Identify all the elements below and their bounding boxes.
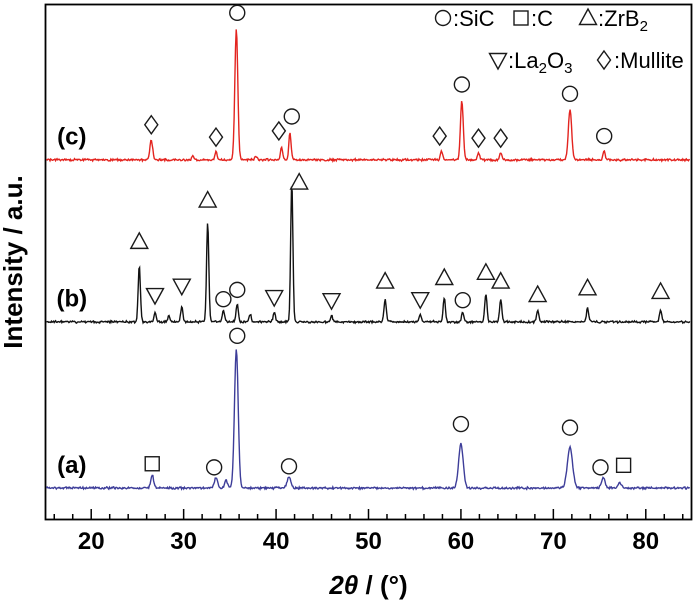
triangle-up-icon: [197, 190, 218, 208]
legend-label: :La2O3: [508, 48, 572, 77]
circle-icon: [229, 4, 246, 21]
circle-icon: [215, 290, 232, 308]
series-label-c: (c): [57, 124, 86, 151]
circle-icon: [453, 76, 471, 93]
legend-item-SiC: :SiC: [434, 6, 495, 31]
series-a-markers: [144, 327, 632, 476]
x-tick-label: 80: [632, 528, 659, 555]
x-tick-label: 70: [540, 528, 567, 555]
triangle-down-icon: [410, 291, 430, 310]
series-b-markers: [129, 172, 671, 311]
square-icon: [144, 456, 160, 472]
circle-icon: [595, 127, 613, 145]
series-c-curve: [45, 29, 691, 163]
circle-icon: [452, 415, 470, 433]
circle-icon: [454, 291, 471, 309]
triangle-up-icon: [490, 271, 511, 289]
triangle-down-icon: [172, 278, 192, 297]
triangle-down-icon: [264, 289, 284, 308]
circle-icon: [205, 459, 223, 476]
triangle-up-icon: [375, 271, 395, 289]
legend-label: :SiC: [453, 6, 495, 31]
diamond-icon: [471, 127, 486, 149]
triangle-up-icon: [129, 231, 149, 250]
legend-label: :ZrB2: [598, 6, 648, 35]
legend-label: :Mullite: [614, 48, 684, 73]
triangle-up-icon: [434, 267, 454, 286]
triangle-up-icon: [476, 262, 496, 281]
circle-icon: [592, 459, 609, 476]
y-axis-title: Intensity / a.u.: [0, 175, 28, 348]
triangle-down-icon: [488, 52, 508, 71]
x-tick-label: 40: [263, 528, 290, 555]
triangle-up-icon: [289, 172, 309, 190]
circle-icon: [283, 108, 300, 125]
legend-item-La2O3: :La2O3: [488, 48, 572, 77]
series-label-a: (a): [57, 452, 86, 479]
square-icon: [615, 457, 632, 474]
circle-icon: [280, 458, 298, 475]
triangle-up-icon: [527, 284, 548, 303]
series-c-markers: [143, 4, 613, 149]
series-a-curve: [45, 349, 690, 491]
square-icon: [513, 10, 529, 26]
diamond-icon: [208, 126, 224, 148]
circle-icon: [434, 9, 452, 27]
legend-label: :C: [531, 6, 553, 31]
diamond-icon: [493, 127, 509, 149]
circle-icon: [229, 281, 246, 299]
x-tick-label: 20: [78, 528, 105, 555]
triangle-down-icon: [321, 292, 342, 311]
x-tick-label: 50: [355, 528, 382, 555]
triangle-up-icon: [650, 281, 671, 300]
series-b-curve: [46, 186, 691, 325]
diamond-icon: [596, 49, 612, 71]
x-tick-label: 30: [170, 528, 197, 555]
triangle-down-icon: [145, 287, 165, 306]
legend-item-ZrB2: :ZrB2: [578, 6, 648, 35]
x-axis-ticks: [53, 509, 684, 519]
diamond-icon: [271, 120, 287, 142]
triangle-up-icon: [577, 277, 598, 296]
circle-icon: [229, 327, 246, 344]
circle-icon: [561, 419, 579, 436]
plot-frame: [44, 3, 693, 521]
legend-item-C: :C: [513, 6, 553, 31]
triangle-up-icon: [578, 7, 598, 26]
legend-item-Mullite: :Mullite: [596, 48, 684, 73]
diamond-icon: [143, 114, 159, 135]
diamond-icon: [432, 125, 448, 147]
x-tick-label: 60: [448, 528, 475, 555]
legend: :SiC :C :ZrB2 :La2O3 :Mullite: [434, 6, 684, 77]
x-axis-title: 2θ / (°): [328, 570, 407, 600]
series-label-b: (b): [56, 286, 87, 313]
circle-icon: [561, 85, 579, 102]
